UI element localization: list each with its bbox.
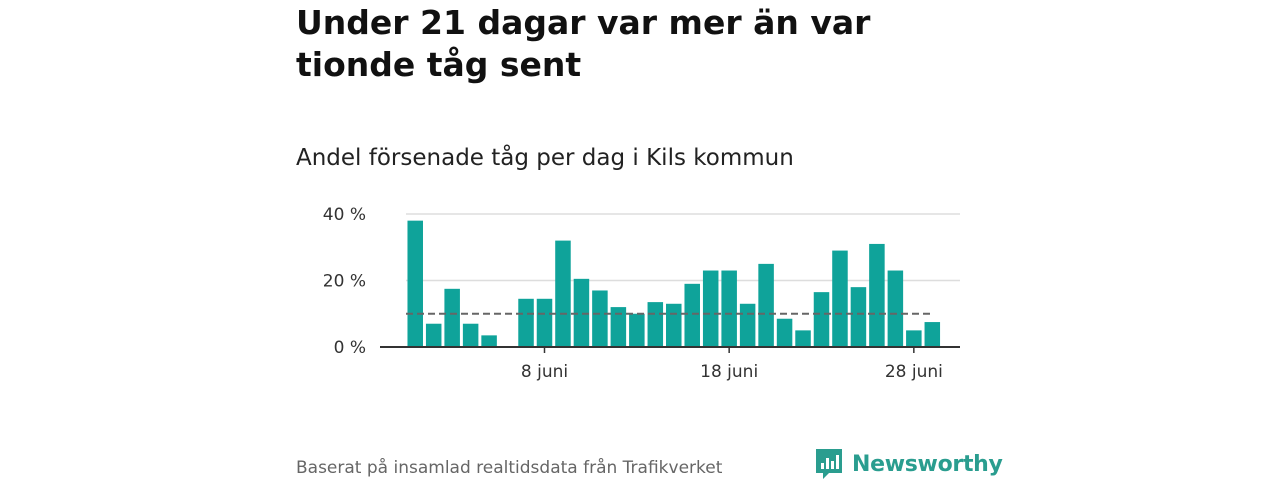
y-tick-label: 0 % [334,338,366,358]
bar [647,302,664,347]
bar [813,292,830,347]
bar [629,313,645,347]
y-tick-label: 40 % [323,205,366,225]
brand-name: Newsworthy [852,451,1003,477]
bar [518,298,534,347]
bar [444,288,460,347]
x-tick-label: 18 juni [700,362,758,382]
bar [555,240,571,347]
bar [481,335,497,347]
bar [610,307,627,347]
bar [702,270,719,347]
bar [924,322,941,347]
bar-chart: 0 % 20 % 40 % 8 juni 18 juni 28 juni [323,205,960,382]
bars [407,220,941,347]
newsworthy-logo: Newsworthy [814,446,1003,482]
y-axis-tick-labels: 0 % 20 % 40 % [323,205,366,358]
bar [666,303,682,347]
bar [407,220,423,347]
chart-subtitle: Andel försenade tåg per dag i Kils kommu… [296,145,794,171]
source-note: Baserat på insamlad realtidsdata från Tr… [296,458,723,478]
bar [684,283,700,347]
chart-card: Under 21 dagar var mer än var tionde tåg… [296,0,1003,480]
bar [739,303,756,347]
bar [462,323,479,347]
bar [850,287,867,347]
bar [721,270,737,347]
bar [573,278,590,347]
bar [887,270,904,347]
x-tick-label: 28 juni [885,362,943,382]
bar [536,298,553,347]
bar [906,330,922,347]
bar [425,323,442,347]
bar [592,290,608,347]
y-tick-label: 20 % [323,272,366,292]
x-axis-tick-labels: 8 juni 18 juni 28 juni [521,347,943,382]
bar [869,243,885,347]
bar [758,263,774,347]
chart-title: Under 21 dagar var mer än var tionde tåg… [296,3,871,84]
bar [776,318,793,347]
bar [832,250,848,347]
bar [795,330,811,347]
x-tick-label: 8 juni [521,362,568,382]
grid-lines [406,213,960,282]
newsworthy-logo-icon [816,449,842,479]
